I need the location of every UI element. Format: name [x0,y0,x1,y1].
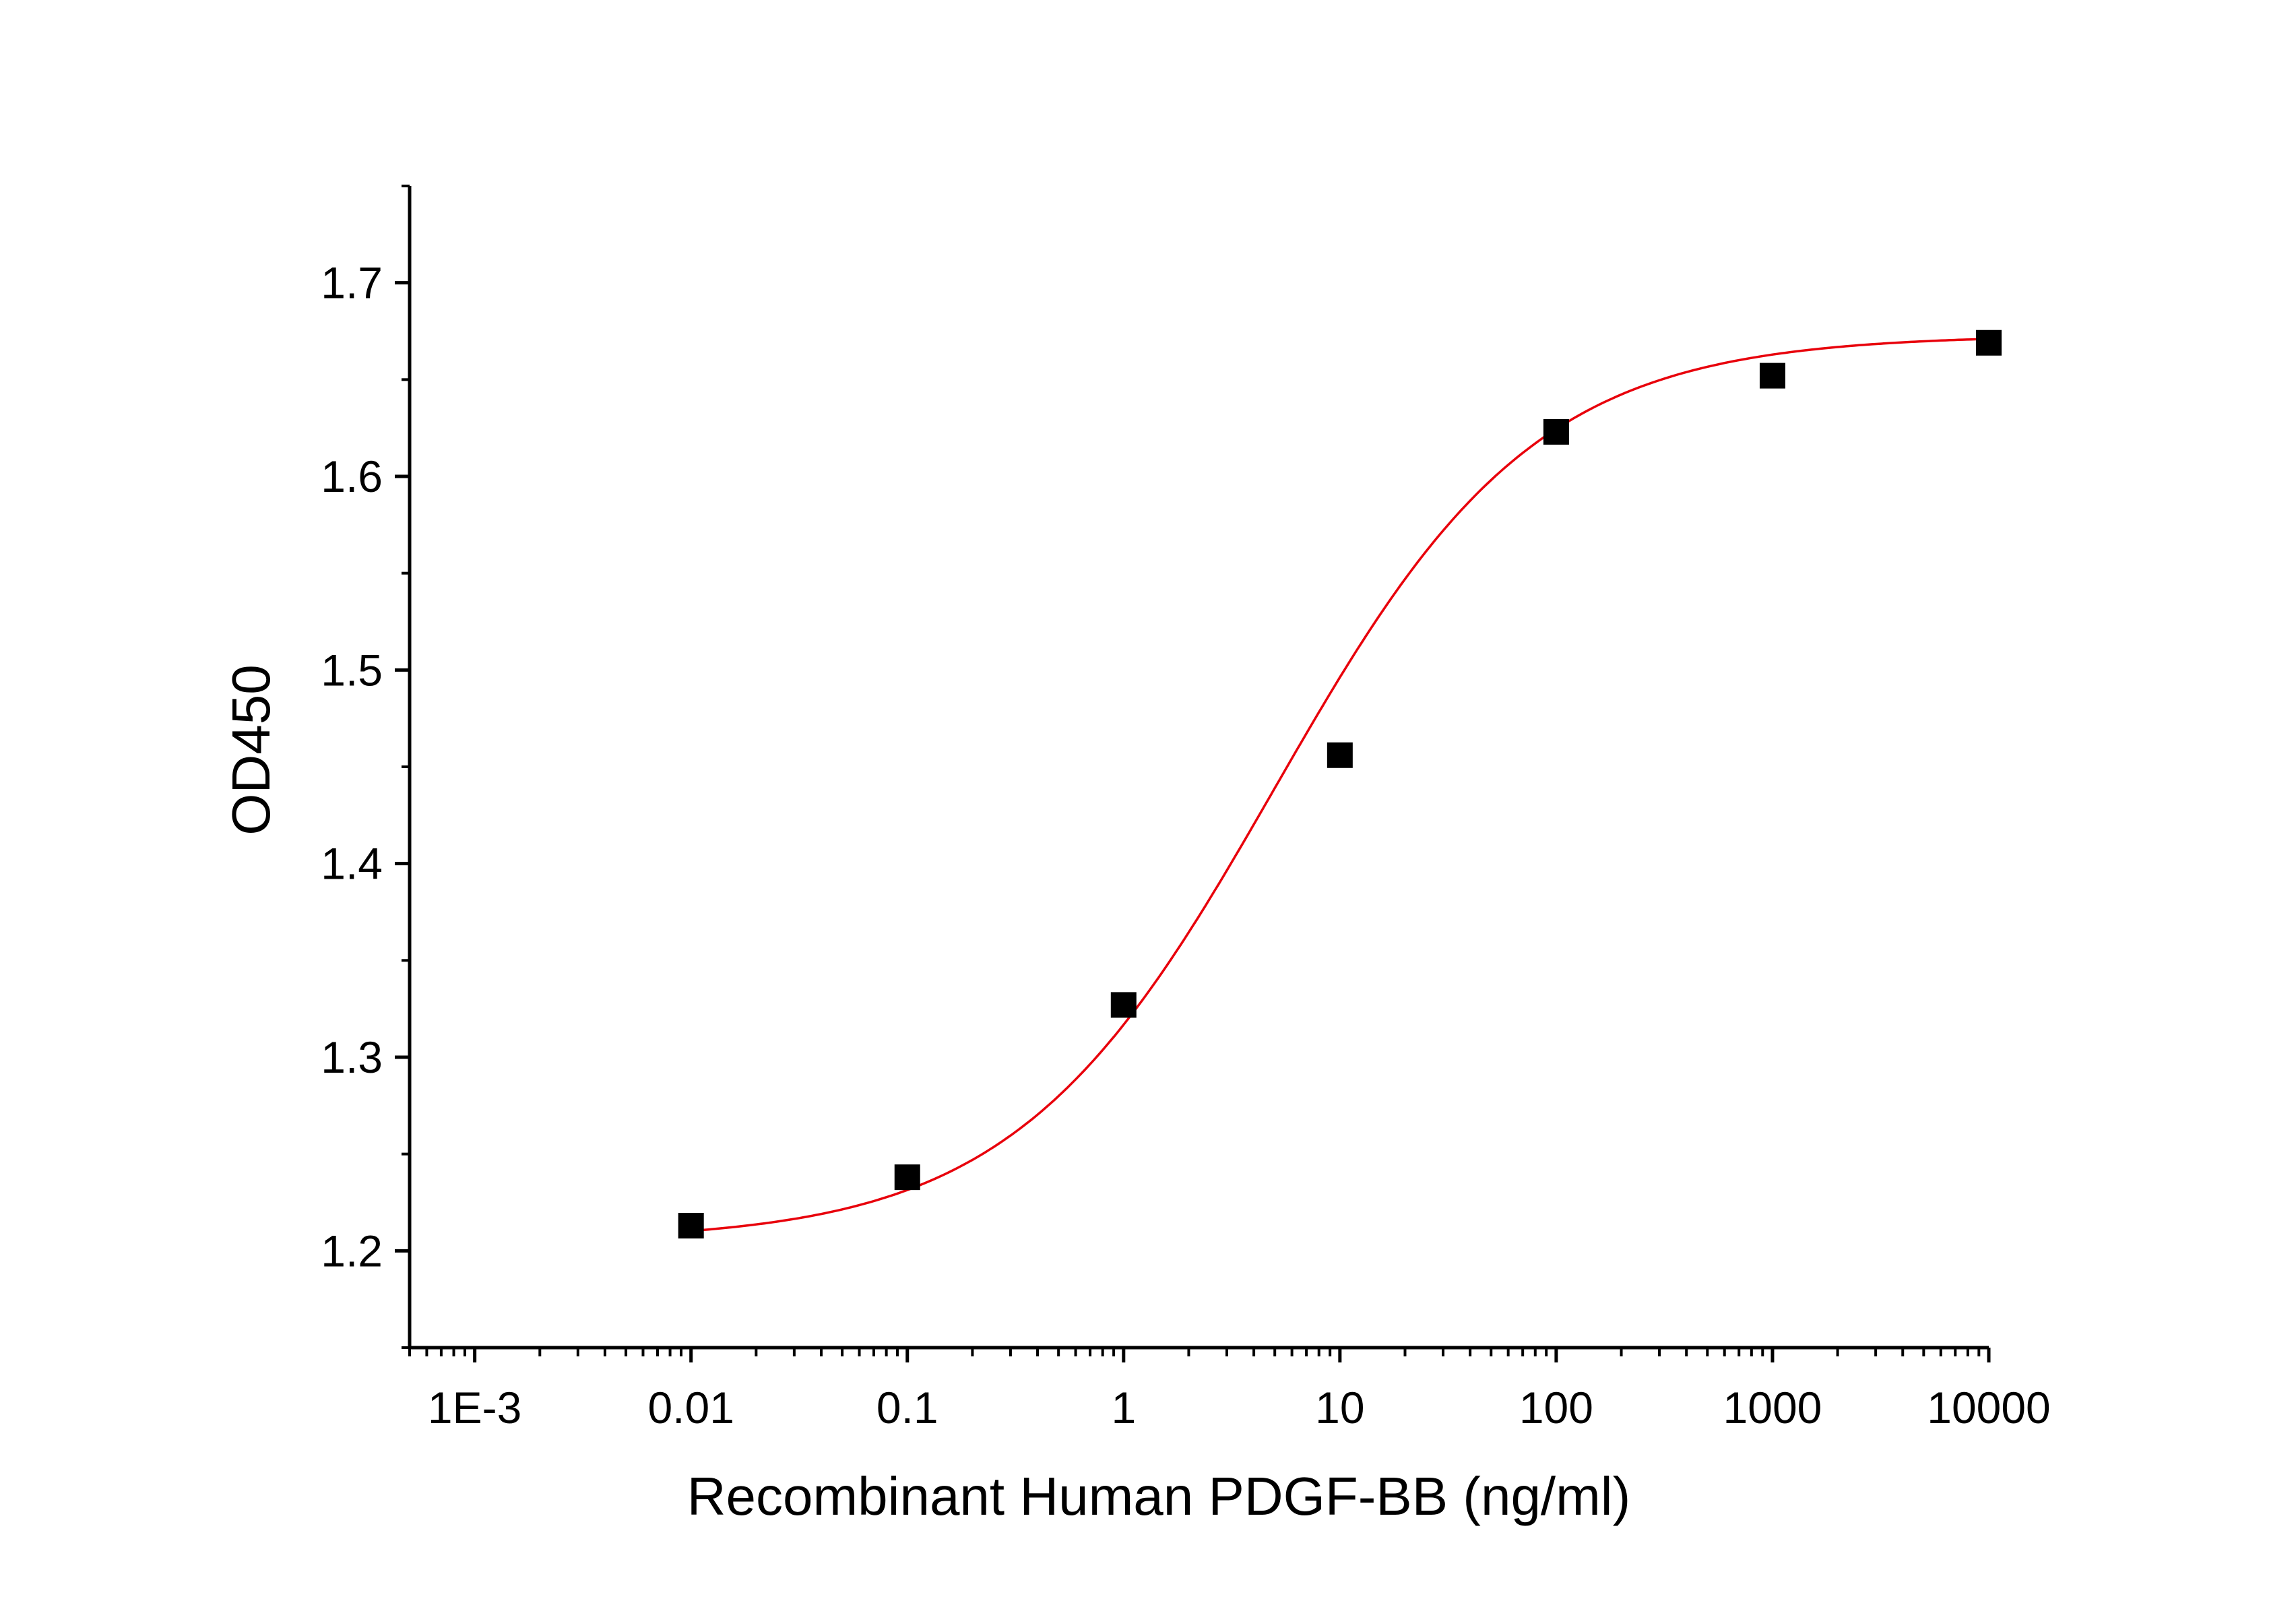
y-tick-label: 1.5 [321,645,383,695]
x-tick-label: 1E-3 [428,1383,521,1433]
data-point [1110,992,1137,1018]
data-point [1976,329,2002,356]
fit-curve-layer [691,338,1989,1232]
y-tick-label: 1.3 [321,1032,383,1082]
data-point [1543,418,1569,445]
data-point [1759,363,1785,389]
x-tick-label: 0.01 [647,1383,734,1433]
x-axis-label: Recombinant Human PDGF-BB (ng/ml) [687,1466,1630,1526]
x-tick-label: 10 [1315,1383,1364,1433]
data-point [894,1164,920,1191]
x-tick-label: 0.1 [876,1383,938,1433]
x-tick-label: 100 [1519,1383,1593,1433]
axes [408,186,1989,1350]
y-axis-label: OD450 [221,664,281,835]
y-tick-label: 1.6 [321,451,383,501]
x-tick-label: 10000 [1927,1383,2051,1433]
y-tick-label: 1.7 [321,258,383,308]
tick-labels: 1.2 1.3 1.4 1.5 1.6 1.7 1E-3 0.01 0.1 1 10 100 1000 1… [321,258,2051,1433]
data-point [1327,742,1353,768]
x-tick-label: 1000 [1723,1383,1822,1433]
x-tick-label: 1 [1111,1383,1136,1433]
ticks [395,185,1991,1362]
fit-curve [691,338,1989,1232]
y-tick-label: 1.4 [321,839,383,889]
data-point [678,1212,704,1238]
data-points [678,329,2002,1238]
y-tick-label: 1.2 [321,1226,383,1276]
